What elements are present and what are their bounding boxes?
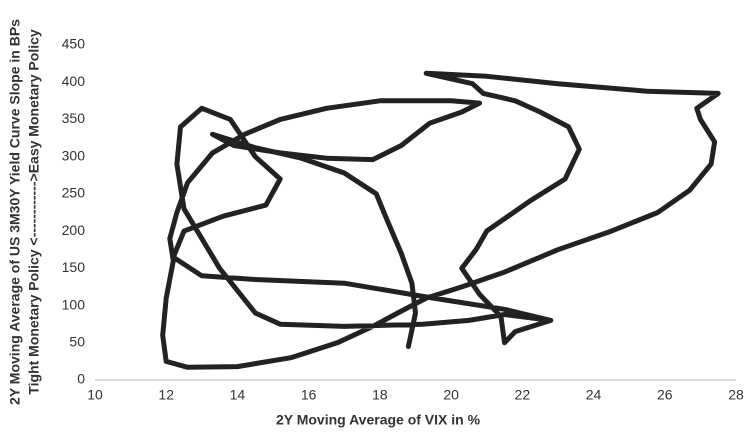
x-tick-label: 18 xyxy=(372,387,388,403)
x-tick-label: 16 xyxy=(301,387,317,403)
data-line xyxy=(160,70,721,370)
y-tick-label: 100 xyxy=(62,296,86,312)
y-tick-label: 450 xyxy=(62,36,86,52)
y-axis-subtitle: Tight Monetary Policy <------------>Easy… xyxy=(26,29,42,395)
x-tick-label: 10 xyxy=(87,387,103,403)
x-axis-title: 2Y Moving Average of VIX in % xyxy=(276,412,481,428)
x-tick-label: 24 xyxy=(586,387,602,403)
y-tick-label: 50 xyxy=(69,333,85,349)
x-tick-label: 20 xyxy=(443,387,459,403)
x-tick-label: 22 xyxy=(515,387,531,403)
y-tick-label: 400 xyxy=(62,73,86,89)
y-axis-title: 2Y Moving Average of US 3M30Y Yield Curv… xyxy=(7,19,23,405)
y-tick-label: 0 xyxy=(77,371,85,387)
x-tick-label: 14 xyxy=(230,387,246,403)
y-tick-label: 300 xyxy=(62,147,86,163)
y-tick-label: 250 xyxy=(62,185,86,201)
y-tick-label: 350 xyxy=(62,110,86,126)
y-tick-label: 150 xyxy=(62,259,86,275)
y-tick-label: 200 xyxy=(62,222,86,238)
x-tick-label: 28 xyxy=(728,387,744,403)
x-tick-label: 12 xyxy=(158,387,174,403)
x-tick-label: 26 xyxy=(657,387,673,403)
